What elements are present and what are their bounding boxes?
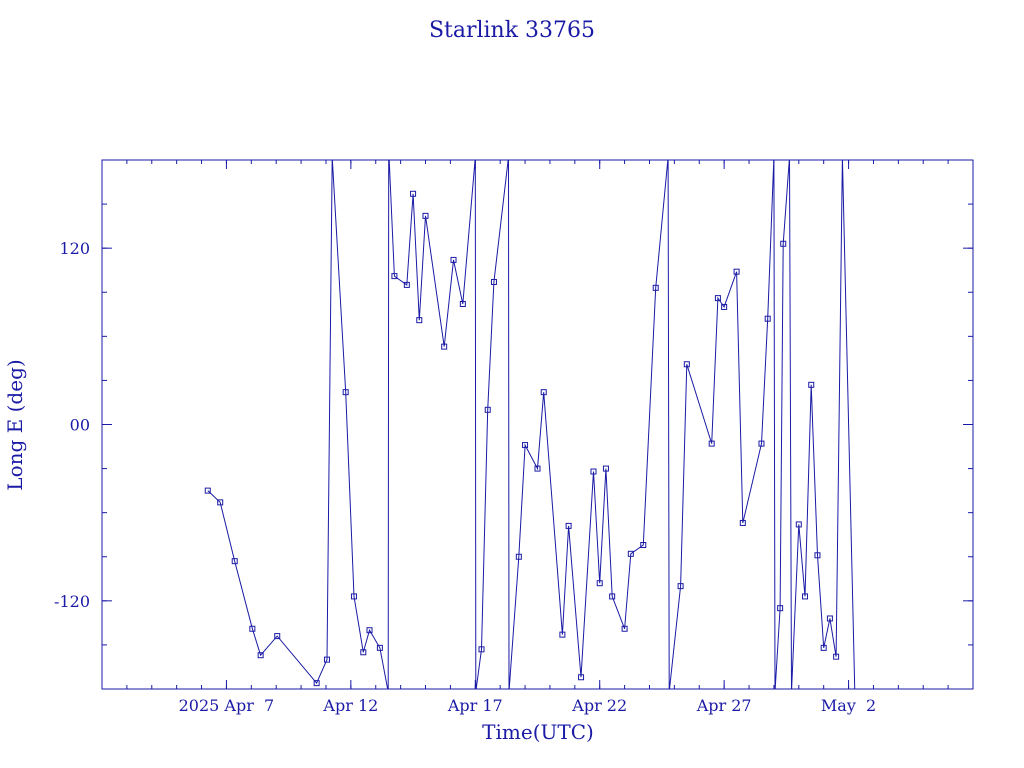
data-point	[522, 442, 529, 449]
data-point	[652, 284, 659, 291]
data-point	[590, 468, 597, 475]
data-point	[231, 558, 238, 565]
data-point	[459, 301, 466, 308]
data-point	[596, 580, 603, 587]
x-tick-label: Apr 22	[571, 696, 627, 715]
data-point	[534, 465, 541, 472]
data-point	[422, 212, 429, 219]
data-point	[450, 256, 457, 263]
data-point	[708, 440, 715, 447]
data-point	[627, 550, 634, 557]
data-point	[833, 653, 840, 660]
chart-title: Starlink 33765	[429, 18, 595, 43]
x-axis-title: Time(UTC)	[482, 720, 594, 744]
data-point	[391, 273, 398, 280]
data-point	[410, 190, 417, 197]
data-point	[721, 303, 728, 310]
data-point	[777, 605, 784, 612]
y-tick-label: -120	[54, 592, 90, 611]
data-point	[640, 541, 647, 548]
data-point	[515, 553, 522, 560]
data-point	[324, 656, 331, 663]
plot-frame	[101, 159, 974, 690]
data-point	[403, 281, 410, 288]
data-point	[565, 522, 572, 529]
axis-ticks	[101, 159, 974, 690]
data-point	[802, 593, 809, 600]
data-point	[795, 521, 802, 528]
data-point	[814, 552, 821, 559]
data-point	[416, 317, 423, 324]
data-point	[540, 389, 547, 396]
series-line	[207, 160, 856, 689]
data-point	[249, 625, 256, 632]
x-tick-label: Apr 17	[447, 696, 503, 715]
data-point	[478, 646, 485, 653]
data-point	[739, 519, 746, 526]
data-point	[826, 615, 833, 622]
y-axis-title: Long E (deg)	[3, 359, 27, 490]
y-tick-label: 120	[59, 239, 90, 258]
x-tick-label: Apr 27	[696, 696, 752, 715]
data-point	[758, 440, 765, 447]
data-point	[764, 315, 771, 322]
data-point	[257, 652, 264, 659]
data-point	[274, 633, 281, 640]
data-point	[376, 644, 383, 651]
data-point	[677, 583, 684, 590]
data-point	[733, 268, 740, 275]
data-point	[360, 649, 367, 656]
data-point	[780, 240, 787, 247]
data-point	[602, 465, 609, 472]
data-point	[808, 381, 815, 388]
x-tick-label: May 2	[821, 696, 876, 715]
data-point	[441, 343, 448, 350]
data-point	[313, 680, 320, 687]
data-point	[714, 295, 721, 302]
data-point	[820, 644, 827, 651]
data-point	[366, 627, 373, 634]
data-point	[578, 674, 585, 681]
data-point	[484, 406, 491, 413]
data-point	[609, 593, 616, 600]
data-point	[342, 389, 349, 396]
x-tick-label: 2025 Apr 7	[179, 696, 275, 715]
data-point	[683, 361, 690, 368]
data-point	[217, 499, 224, 506]
x-tick-label: Apr 12	[322, 696, 378, 715]
data-point	[621, 625, 628, 632]
y-tick-label: 00	[70, 416, 90, 435]
data-point	[204, 487, 211, 494]
data-point	[490, 278, 497, 285]
data-point	[350, 593, 357, 600]
tick-labels: 2025 Apr 7 Apr 12 Apr 17 Apr 22 Apr 27 May 2 1…	[54, 239, 876, 715]
series-group	[204, 160, 856, 689]
data-point	[559, 631, 566, 638]
